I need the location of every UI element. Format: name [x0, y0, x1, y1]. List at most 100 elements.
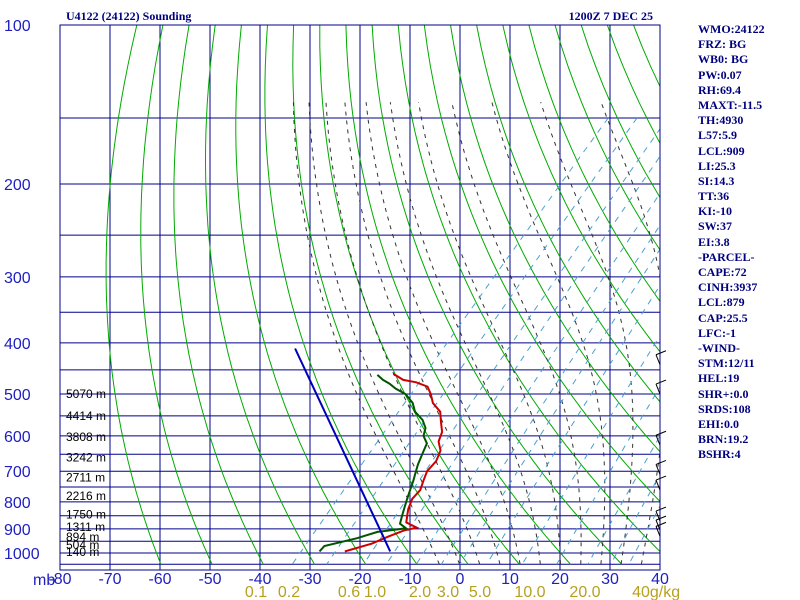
index-item: HEL:19 — [698, 371, 740, 386]
temperature-tick-label: -60 — [148, 571, 171, 588]
wind-barb — [655, 510, 661, 522]
height-label: 2216 m — [66, 489, 106, 503]
index-item: TH:4930 — [698, 113, 744, 128]
mixing-ratio-tick-label: 0.6 — [338, 584, 360, 600]
moist-adiabat — [389, 102, 541, 565]
dry-adiabat — [371, 25, 623, 565]
temperature-tick-label: 20 — [551, 571, 569, 588]
pressure-tick-label: 400 — [4, 336, 31, 353]
index-item: SW:37 — [698, 219, 733, 234]
moist-adiabat — [491, 102, 606, 565]
index-item: BSHR:4 — [698, 447, 741, 462]
height-label: 3808 m — [66, 430, 106, 444]
mixing-ratio-line — [385, 155, 660, 565]
temperature-tick-label: 0 — [456, 571, 465, 588]
index-item: L57:5.9 — [698, 128, 737, 143]
temperature-tick-label: -50 — [198, 571, 221, 588]
temperature-tick-label: 30 — [601, 571, 619, 588]
mixing-ratio-tick-label: g/kg — [650, 584, 680, 600]
station-title: U4122 (24122) Sounding — [66, 9, 191, 23]
temperature-tick-label: 10 — [501, 571, 519, 588]
mixing-ratio-line — [628, 505, 660, 565]
wind-barb-flag — [655, 515, 667, 521]
index-item: BRN:19.2 — [698, 432, 749, 447]
index-item: SRDS:108 — [698, 401, 751, 416]
mixing-ratio-line — [486, 284, 660, 565]
index-item: LCL:879 — [698, 295, 745, 310]
index-item: CINH:3937 — [698, 280, 758, 295]
mixing-ratio-line — [556, 385, 660, 565]
pressure-tick-label: 1000 — [4, 546, 40, 563]
temperature-tick-label: -30 — [298, 571, 321, 588]
moist-adiabat — [344, 102, 501, 565]
sounding-time: 1200Z 7 DEC 25 — [569, 9, 653, 23]
pressure-tick-label: 600 — [4, 429, 31, 446]
mixing-ratio-line — [521, 334, 660, 565]
moist-adiabat — [365, 102, 521, 565]
dry-adiabat — [235, 25, 367, 565]
temperature-line — [344, 373, 444, 553]
pressure-tick-label: 200 — [4, 177, 31, 194]
moist-adiabat — [308, 102, 460, 565]
wind-barb-flag — [655, 506, 667, 512]
temperature-tick-label: -10 — [398, 571, 421, 588]
pressure-tick-label: 900 — [4, 522, 31, 539]
wind-barb-flag — [655, 379, 667, 385]
mixing-ratio-lines — [291, 117, 660, 565]
temperature-tick-label: -20 — [348, 571, 371, 588]
dry-adiabat — [173, 25, 264, 565]
y-axis-label: mb — [33, 572, 55, 589]
plot-frame — [59, 24, 661, 571]
dry-adiabat — [292, 25, 469, 565]
pressure-tick-label: 700 — [4, 464, 31, 481]
index-item: STM:12/11 — [698, 356, 755, 371]
wind-barb — [655, 464, 661, 475]
mixing-ratio-line — [440, 224, 660, 565]
dry-adiabat — [528, 25, 660, 303]
temperature-tick-label: -80 — [48, 571, 71, 588]
pressure-tick-label: 300 — [4, 270, 31, 287]
index-item: WMO:24122 — [698, 22, 765, 36]
index-item: LCL:909 — [698, 143, 745, 158]
height-label: 504 m — [66, 538, 99, 552]
pressure-tick-label: 500 — [4, 387, 31, 404]
mixing-ratio-tick-label: 0.2 — [278, 584, 300, 600]
height-label: 894 m — [66, 530, 99, 544]
height-label: 4414 m — [66, 409, 106, 423]
index-item: -PARCEL- — [698, 249, 755, 264]
wind-barb — [655, 526, 661, 537]
profile-lines — [294, 348, 444, 553]
index-item: EHI:0.0 — [698, 416, 740, 431]
index-item: LFC:-1 — [698, 325, 736, 340]
mixing-ratio-line — [363, 128, 660, 565]
mixing-ratio-tick-label: 1.0 — [364, 584, 386, 600]
index-item: CAP:25.5 — [698, 310, 748, 325]
indices-panel: WMO:24122 FRZ: BG WB0: BG PW:0.07 RH:69.4 MAX… — [698, 22, 800, 462]
dry-adiabat — [502, 25, 660, 353]
wind-barb — [655, 435, 661, 446]
wind-barb-flag — [655, 475, 667, 481]
mixing-ratio-tick-label: 0.1 — [245, 584, 267, 600]
dry-adiabat — [105, 25, 162, 565]
wind-barb-flag — [655, 430, 667, 436]
height-label: 1311 m — [66, 520, 105, 534]
moist-adiabat — [540, 102, 634, 565]
index-item: FRZ: BG — [698, 37, 747, 52]
mixing-ratio-tick-label: 10.0 — [514, 584, 545, 600]
index-item: TT:36 — [698, 189, 730, 204]
index-item: MAXT:-11.5 — [698, 97, 763, 112]
dry-adiabat — [140, 25, 213, 565]
wind-barb — [655, 519, 661, 531]
mixing-ratio-tick-label: 5.0 — [469, 584, 491, 600]
wind-barb — [655, 383, 661, 395]
wind-barbs — [655, 350, 667, 537]
height-label: 140 m — [66, 545, 99, 559]
temperature-tick-label: 40 — [651, 571, 669, 588]
dry-adiabat — [476, 25, 660, 403]
mixing-ratio-tick-label: 40 — [632, 584, 650, 600]
wind-barb — [655, 479, 661, 491]
temperature-tick-label: -70 — [98, 571, 121, 588]
dry-adiabat — [554, 25, 660, 251]
index-item: KI:-10 — [698, 204, 732, 219]
